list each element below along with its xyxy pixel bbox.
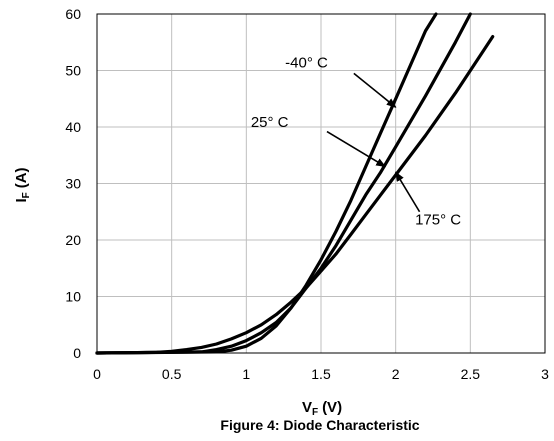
- y-tick-label: 40: [65, 119, 81, 135]
- y-tick-label: 0: [73, 345, 81, 361]
- series-line-0: [95, 12, 438, 355]
- annotation-label-0: -40° C: [285, 55, 328, 72]
- annotation-label-1: 25° C: [251, 114, 289, 131]
- annotation-arrow-1: [326, 130, 387, 168]
- annotation-arrow-2: [394, 171, 421, 213]
- y-axis-title-main: I: [13, 198, 30, 202]
- x-tick-label: 0.5: [162, 366, 182, 382]
- x-tick-label: 2: [392, 366, 400, 382]
- y-axis-title-sub: F: [21, 192, 32, 198]
- x-tick-labels: 0 0.5 1 1.5 2 2.5 3: [93, 366, 549, 382]
- series-group: [95, 12, 495, 355]
- y-tick-label: 60: [65, 6, 81, 22]
- figure-caption: Figure 4: Diode Characteristic: [220, 417, 419, 433]
- x-tick-label: 0: [93, 366, 101, 382]
- y-tick-label: 30: [65, 176, 81, 192]
- x-axis-title-unit: (V): [322, 399, 342, 416]
- y-tick-label: 50: [65, 63, 81, 79]
- x-tick-label: 1.5: [311, 366, 331, 382]
- annotations-group: -40° C 25° C 175° C: [251, 55, 461, 229]
- annotation-arrow-0: [353, 72, 397, 108]
- y-axis-title: IF (A): [13, 167, 32, 202]
- x-axis-title-sub: F: [312, 407, 318, 418]
- x-tick-label: 1: [242, 366, 250, 382]
- x-tick-label: 3: [541, 366, 549, 382]
- y-tick-label: 10: [65, 289, 81, 305]
- x-axis-title: VF (V): [302, 399, 342, 418]
- y-tick-labels: 0 10 20 30 40 50 60: [65, 6, 81, 361]
- x-tick-label: 2.5: [461, 366, 481, 382]
- annotation-label-2: 175° C: [415, 212, 461, 229]
- series-line-2: [95, 34, 495, 355]
- y-tick-label: 20: [65, 232, 81, 248]
- plot-frame: [96, 13, 546, 354]
- x-axis-title-main: V: [302, 399, 312, 416]
- y-axis-title-unit: (A): [13, 167, 30, 188]
